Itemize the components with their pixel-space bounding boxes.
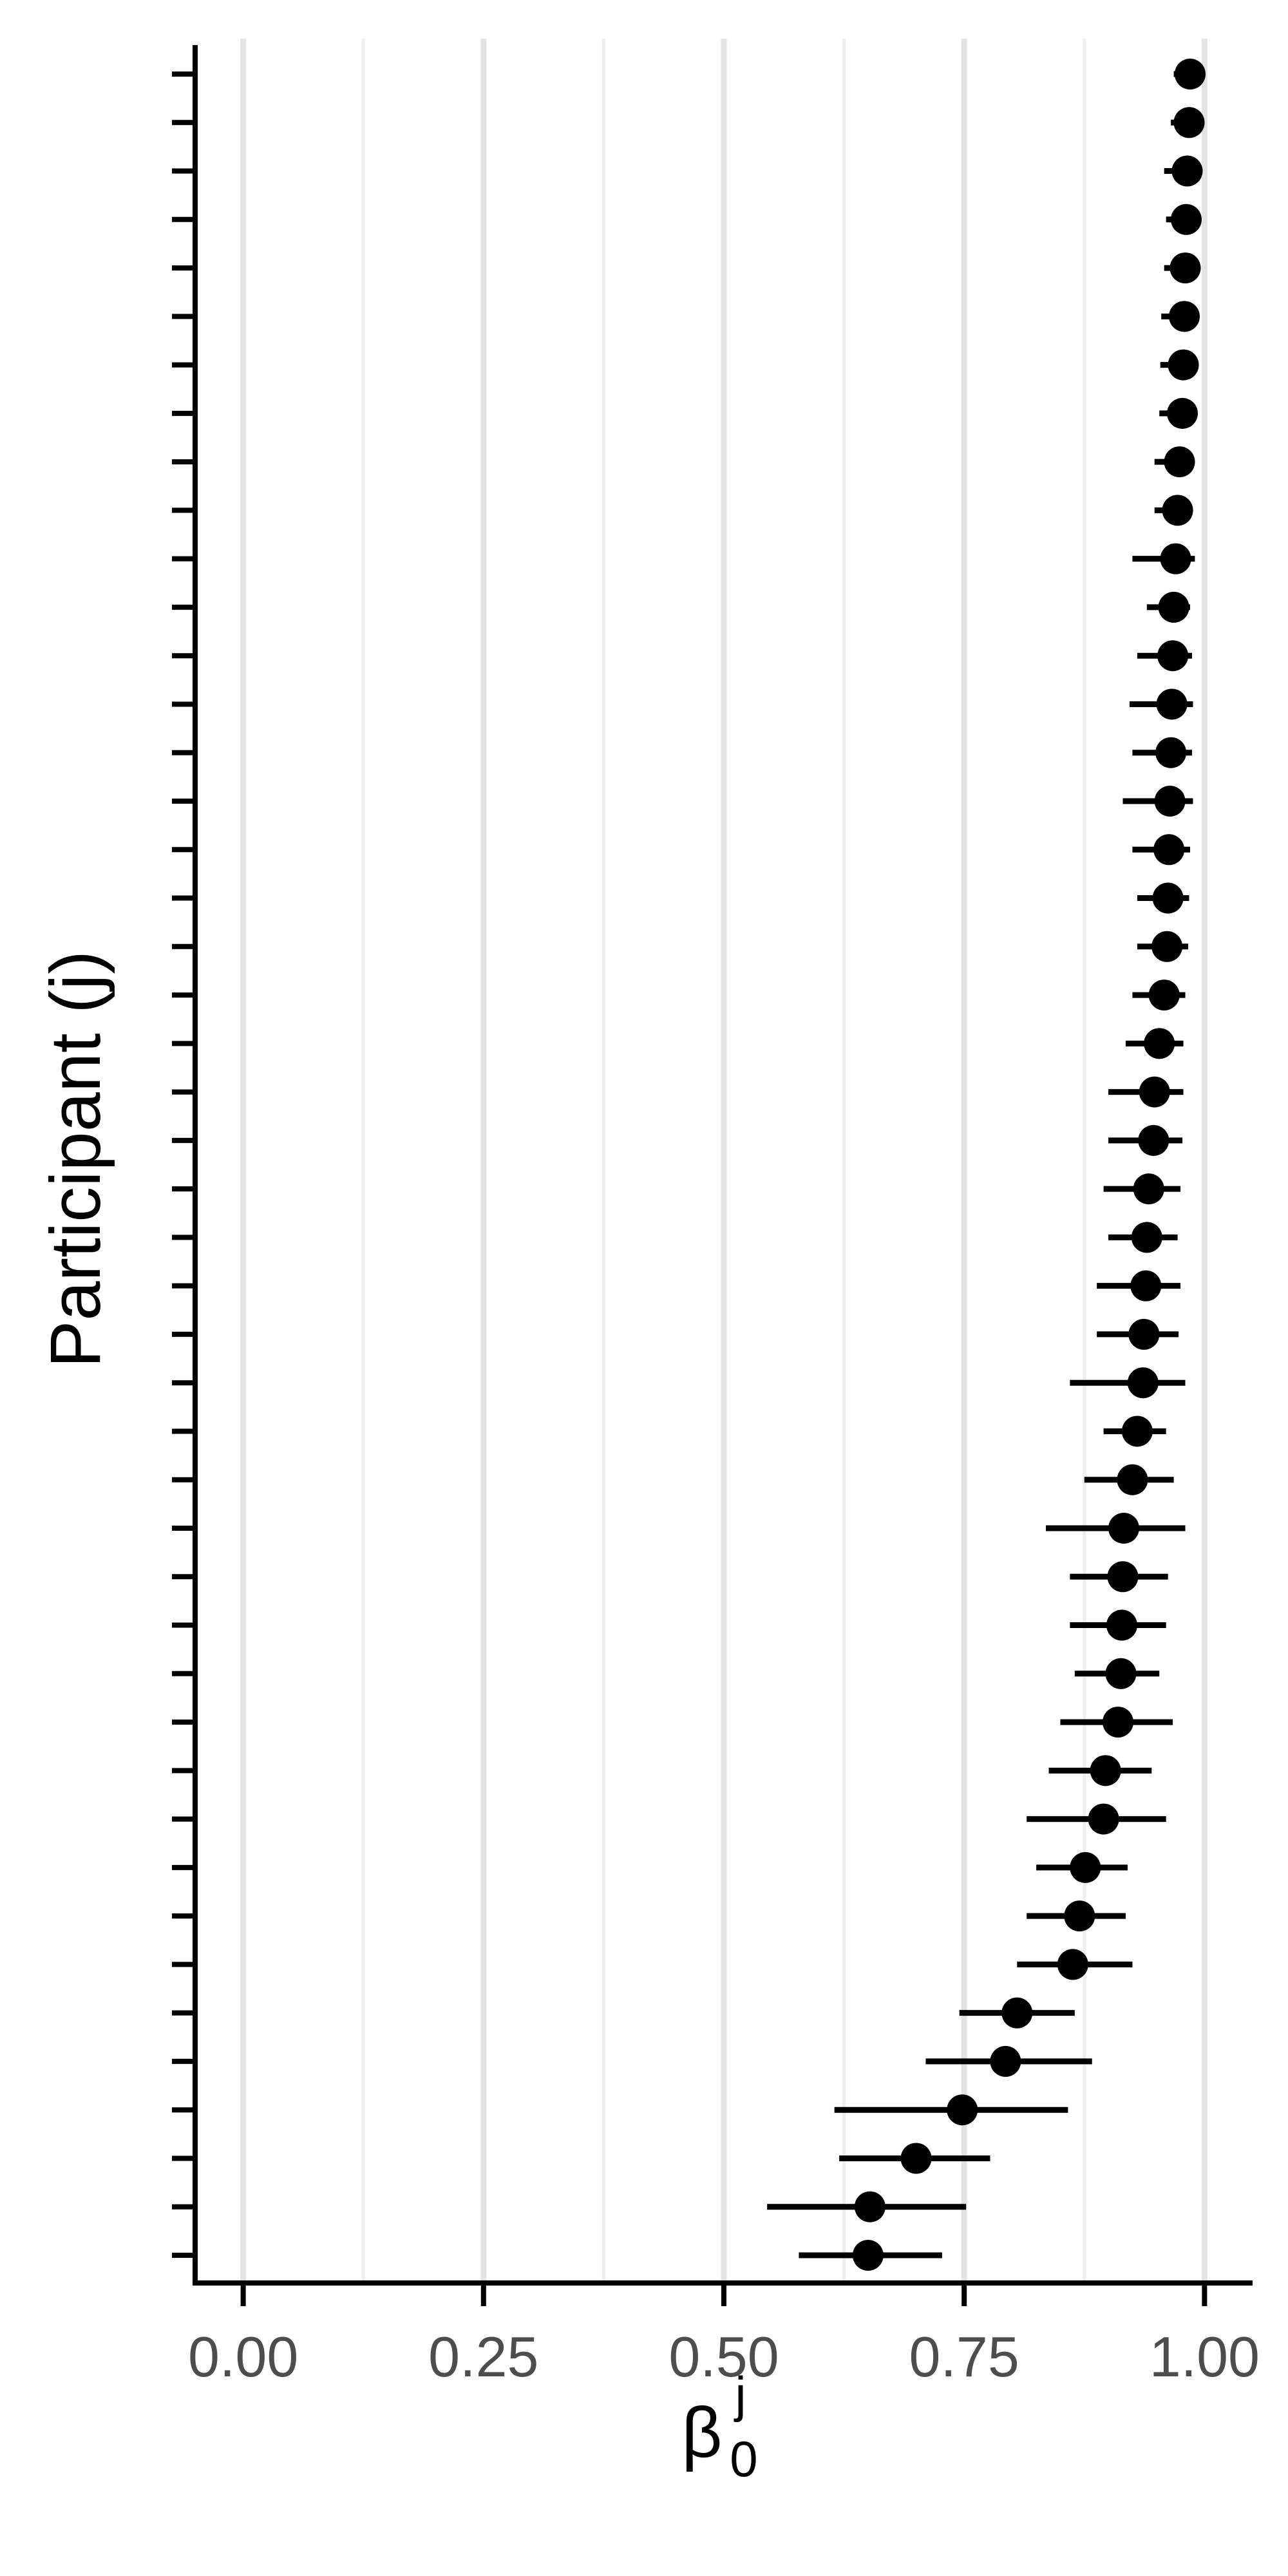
x-tick-label: 0.75 bbox=[909, 2325, 1019, 2389]
x-tick-label: 0.50 bbox=[668, 2325, 779, 2389]
data-point bbox=[1128, 1318, 1160, 1350]
data-point bbox=[1154, 786, 1186, 817]
data-point bbox=[1088, 1803, 1119, 1835]
x-axis-title: β j 0 bbox=[681, 2366, 757, 2487]
errorbar-layer bbox=[767, 71, 1200, 2259]
data-point bbox=[990, 2045, 1021, 2077]
data-point bbox=[1173, 107, 1205, 138]
data-point bbox=[1162, 495, 1193, 526]
data-point bbox=[1090, 1755, 1121, 1786]
data-point bbox=[1103, 1707, 1134, 1738]
data-point bbox=[1169, 301, 1200, 332]
data-point bbox=[1157, 640, 1189, 672]
data-point bbox=[1144, 1028, 1175, 1059]
point-layer bbox=[852, 59, 1206, 2271]
x-axis-title-superscript: j bbox=[734, 2366, 746, 2423]
data-point bbox=[1168, 349, 1199, 381]
tick-label-layer: 0.00 0.25 0.50 0.75 1.00 bbox=[188, 2325, 1260, 2389]
data-point bbox=[1170, 252, 1201, 284]
data-point bbox=[1127, 1367, 1159, 1399]
data-point bbox=[1138, 1124, 1170, 1156]
data-point bbox=[852, 2240, 884, 2271]
data-point bbox=[1153, 834, 1185, 866]
x-axis-title-main: β bbox=[681, 2393, 722, 2472]
data-point bbox=[1064, 1900, 1095, 1932]
data-point bbox=[1057, 1949, 1088, 1980]
data-point bbox=[947, 2094, 978, 2126]
data-point bbox=[1121, 1416, 1153, 1447]
x-axis-title-subscript: 0 bbox=[730, 2430, 757, 2487]
data-point bbox=[1167, 397, 1198, 429]
data-point bbox=[1001, 1997, 1033, 2029]
data-point bbox=[1156, 688, 1188, 720]
data-point bbox=[1070, 1852, 1101, 1883]
data-point bbox=[1151, 931, 1183, 962]
data-point bbox=[1107, 1561, 1139, 1593]
data-point bbox=[854, 2191, 886, 2222]
x-tick-label: 0.00 bbox=[188, 2325, 298, 2389]
data-point bbox=[1117, 1464, 1148, 1495]
data-point bbox=[1174, 59, 1206, 90]
data-point bbox=[1171, 204, 1202, 235]
data-point bbox=[1131, 1222, 1162, 1253]
data-point bbox=[1160, 543, 1191, 574]
data-point bbox=[1171, 155, 1203, 187]
data-point bbox=[1133, 1173, 1164, 1205]
grid-layer bbox=[240, 39, 1208, 2283]
data-point bbox=[1130, 1270, 1162, 1302]
data-point bbox=[1106, 1609, 1137, 1641]
data-point bbox=[1148, 980, 1180, 1011]
data-point bbox=[900, 2143, 932, 2174]
data-point bbox=[1158, 591, 1189, 623]
data-point bbox=[1105, 1658, 1137, 1689]
data-point bbox=[1152, 882, 1184, 914]
data-point bbox=[1164, 446, 1195, 478]
data-point bbox=[1139, 1076, 1170, 1108]
data-point bbox=[1108, 1513, 1139, 1544]
y-axis-title: Participant (j) bbox=[36, 951, 115, 1368]
data-point bbox=[1155, 737, 1187, 768]
x-tick-label: 1.00 bbox=[1150, 2325, 1260, 2389]
axis-layer bbox=[172, 45, 1253, 2306]
x-tick-label: 0.25 bbox=[428, 2325, 538, 2389]
